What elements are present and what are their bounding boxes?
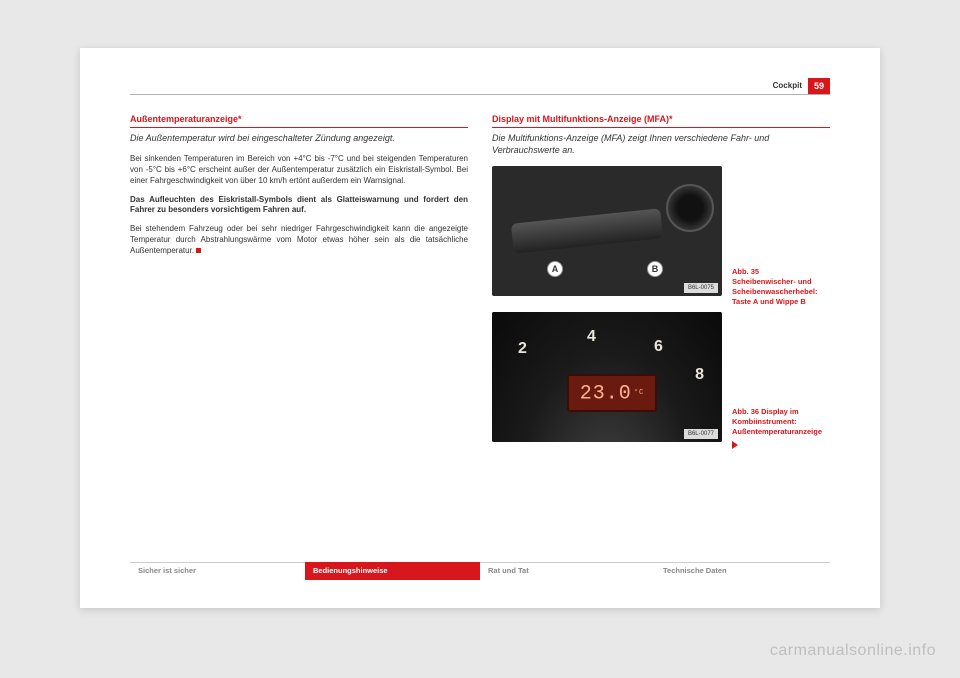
air-vent-graphic [666, 184, 714, 232]
manual-page: Cockpit 59 Außentemperaturanzeige* Die A… [80, 48, 880, 608]
marker-a: A [547, 261, 563, 277]
gauge-mark-2: 2 [518, 338, 527, 360]
marker-b: B [647, 261, 663, 277]
footer-tab-operation: Bedienungshinweise [305, 562, 480, 580]
figure-1-row: A B B6L-0075 Abb. 35 Scheibenwischer- un… [492, 166, 830, 306]
right-section-title: Display mit Multifunktions-Anzeige (MFA)… [492, 113, 830, 128]
left-summary: Die Außentemperatur wird bei eingeschalt… [130, 132, 468, 144]
left-paragraph-3: Bei stehendem Fahrzeug oder bei sehr nie… [130, 224, 468, 256]
figure-2-row: 2 4 6 8 23.0°C B6L-0077 Abb. 36 Display … [492, 312, 830, 452]
footer-tab-tips: Rat und Tat [480, 562, 655, 580]
gauge-mark-6: 6 [654, 336, 663, 358]
figure-2-caption-wrap: Abb. 36 Display im Kombiinstrument: Auße… [732, 407, 822, 452]
left-paragraph-3-text: Bei stehendem Fahrzeug oder bei sehr nie… [130, 224, 468, 255]
continue-arrow-icon [732, 441, 738, 449]
lcd-display: 23.0°C [567, 374, 657, 412]
end-of-section-icon [196, 248, 201, 253]
right-column: Display mit Multifunktions-Anzeige (MFA)… [492, 113, 830, 548]
figure-2-code: B6L-0077 [684, 429, 718, 439]
gauge-mark-4: 4 [587, 326, 596, 348]
right-summary: Die Multifunktions-Anzeige (MFA) zeigt I… [492, 132, 830, 156]
left-column: Außentemperaturanzeige* Die Außentempera… [130, 113, 468, 548]
figure-1-wiper-stalk: A B B6L-0075 [492, 166, 722, 296]
wiper-stalk-graphic [511, 209, 663, 255]
figure-2-caption: Abb. 36 Display im Kombiinstrument: Auße… [732, 407, 822, 436]
header-rule [130, 94, 830, 95]
footer-tabs: Sicher ist sicher Bedienungshinweise Rat… [130, 562, 830, 580]
header-section-title: Cockpit [773, 78, 808, 94]
figure-1-code: B6L-0075 [684, 283, 718, 293]
content-area: Außentemperaturanzeige* Die Außentempera… [130, 113, 830, 548]
figure-1-caption: Abb. 35 Scheibenwischer- und Scheibenwas… [732, 267, 822, 306]
lcd-unit: °C [634, 389, 644, 397]
figure-2-instrument-display: 2 4 6 8 23.0°C B6L-0077 [492, 312, 722, 442]
left-paragraph-1: Bei sinkenden Temperaturen im Bereich vo… [130, 154, 468, 186]
footer-tab-safety: Sicher ist sicher [130, 562, 305, 580]
gauge-mark-8: 8 [695, 364, 704, 386]
footer-tab-technical: Technische Daten [655, 562, 830, 580]
watermark-text: carmanualsonline.info [770, 642, 936, 660]
header-right: Cockpit 59 [773, 78, 830, 94]
page-number-badge: 59 [808, 78, 830, 94]
left-paragraph-2: Das Aufleuchten des Eiskristall-Symbols … [130, 195, 468, 217]
left-section-title: Außentemperaturanzeige* [130, 113, 468, 128]
lcd-value: 23.0 [580, 383, 632, 406]
